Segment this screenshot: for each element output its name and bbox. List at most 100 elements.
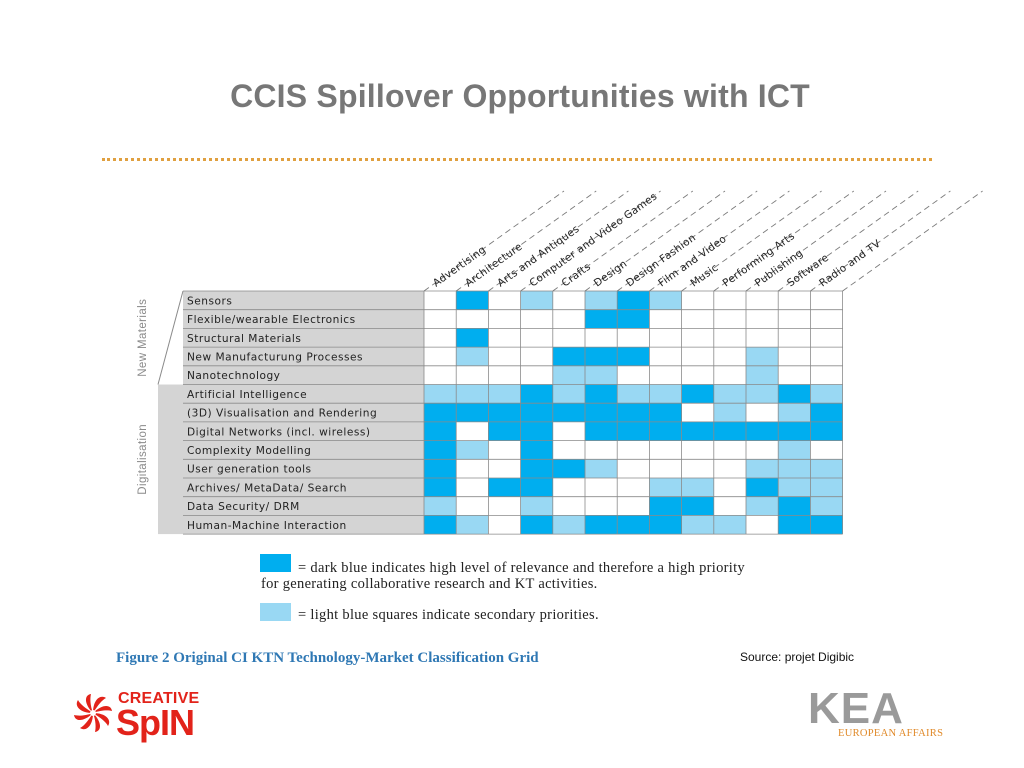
grid-cell [488, 496, 521, 516]
column-header-divider [745, 190, 887, 292]
grid-cell [552, 309, 585, 329]
grid-cell [778, 496, 811, 516]
grid-cell [456, 440, 489, 460]
grid-cell [488, 347, 521, 366]
grid-cell [810, 347, 843, 366]
grid-cell [552, 365, 585, 385]
grid-cell [456, 347, 489, 366]
grid-cell [617, 365, 650, 385]
grid-cell [424, 440, 457, 460]
grid-cell [746, 403, 779, 422]
grid-cell [520, 403, 553, 422]
grid-cell [552, 421, 585, 441]
grid-cell [810, 309, 843, 329]
grid-cell [520, 365, 553, 385]
kea-logo-word: KEA [808, 684, 904, 733]
row-label: User generation tools [187, 464, 312, 476]
grid-cell [713, 384, 746, 404]
grid-cell [810, 365, 843, 385]
grid-cell [778, 403, 811, 422]
row-label: Data Security/ DRM [187, 501, 300, 513]
grid-cell [810, 440, 843, 460]
grid-cell [778, 365, 811, 385]
column-header-divider [681, 190, 822, 292]
grid-cell [585, 440, 618, 460]
row-label: Archives/ MetaData/ Search [187, 482, 347, 494]
grid-cell [713, 328, 746, 348]
source-note: Source: projet Digibic [740, 650, 855, 664]
grid-cell [713, 478, 746, 497]
row-label: Digital Networks (incl. wireless) [187, 426, 371, 438]
row-label: (3D) Visualisation and Rendering [187, 408, 377, 420]
grid-cell [713, 421, 746, 441]
grid-cell [746, 440, 779, 460]
spiral-flower-icon [74, 694, 112, 732]
grid-cell [520, 515, 553, 535]
row-label: New Manufacturung Processes [187, 351, 363, 363]
group-label-0: New Materials [137, 299, 149, 377]
grid-cell [778, 309, 811, 329]
grid-cell [456, 515, 489, 535]
grid-cell [649, 309, 682, 329]
grid-cell [810, 384, 843, 404]
column-header-divider [552, 190, 694, 292]
column-header-divider [810, 190, 951, 292]
grid-cell [778, 478, 811, 497]
grid-cell [681, 384, 714, 404]
grid-cell [649, 478, 682, 497]
grid-cell [456, 365, 489, 385]
grid-cell [681, 440, 714, 460]
grid-cell [746, 384, 779, 404]
grid-cell [778, 347, 811, 366]
title-divider [102, 158, 932, 161]
grid-cell [746, 478, 779, 497]
grid-cell [585, 515, 618, 535]
creative-spin-logo: CREATIVE SpIN [70, 688, 200, 744]
row-label: Artificial Intelligence [187, 389, 307, 401]
grid-cell [520, 459, 553, 478]
grid-cell [456, 384, 489, 404]
column-label: Design [592, 258, 630, 290]
grid-cell [456, 291, 489, 310]
grid-cell [810, 515, 843, 535]
grid-cell [424, 496, 457, 516]
grid-cell [713, 440, 746, 460]
grid-cell [520, 328, 553, 348]
grid-cell [424, 384, 457, 404]
grid-cell [649, 496, 682, 516]
grid-cell [585, 496, 618, 516]
grid-cell [520, 347, 553, 366]
grid-cell [488, 309, 521, 329]
grid-cell [649, 365, 682, 385]
grid-cell [424, 403, 457, 422]
grid-cell [810, 291, 843, 310]
grid-cell [649, 384, 682, 404]
column-header-divider [423, 190, 565, 292]
grid-cell [424, 478, 457, 497]
grid-cell [617, 459, 650, 478]
row-label: Structural Materials [187, 333, 301, 345]
grid-cell [746, 309, 779, 329]
grid-cell [488, 459, 521, 478]
grid-cell [488, 403, 521, 422]
grid-cell [617, 384, 650, 404]
grid-cell [585, 291, 618, 310]
column-header-divider [584, 190, 726, 292]
grid-cell [456, 496, 489, 516]
grid-cell [778, 459, 811, 478]
group-bracket-0 [157, 290, 184, 385]
grid-cell [681, 515, 714, 535]
grid-cell [810, 459, 843, 478]
column-header-divider [455, 190, 597, 292]
slide-title: CCIS Spillover Opportunities with ICT [230, 78, 810, 114]
grid-cell [681, 496, 714, 516]
grid-cell [552, 459, 585, 478]
group-label-1: Digitalisation [137, 424, 149, 495]
grid-cell [681, 365, 714, 385]
grid-cell [810, 421, 843, 441]
grid-cell [456, 309, 489, 329]
grid-cell [585, 384, 618, 404]
grid-cell [520, 496, 553, 516]
group-band-0 [183, 291, 424, 385]
